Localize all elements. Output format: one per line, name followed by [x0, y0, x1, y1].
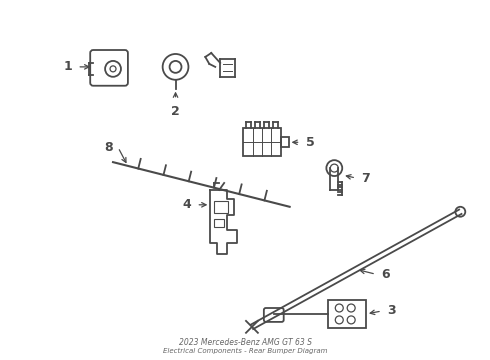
- Text: 1: 1: [64, 60, 73, 73]
- Bar: [281, 137, 289, 147]
- Text: 6: 6: [381, 268, 390, 281]
- Text: 8: 8: [104, 141, 113, 154]
- Text: 2023 Mercedes-Benz AMG GT 63 S: 2023 Mercedes-Benz AMG GT 63 S: [178, 338, 312, 347]
- Text: 4: 4: [183, 198, 192, 211]
- Bar: [214, 201, 228, 213]
- Text: Electrical Components - Rear Bumper Diagram: Electrical Components - Rear Bumper Diag…: [163, 347, 327, 354]
- Bar: [328, 300, 366, 328]
- Text: 2: 2: [171, 105, 180, 118]
- Bar: [214, 219, 224, 227]
- Text: 3: 3: [387, 305, 395, 318]
- Bar: [243, 129, 281, 156]
- Text: 7: 7: [361, 171, 370, 185]
- Text: 5: 5: [306, 136, 314, 149]
